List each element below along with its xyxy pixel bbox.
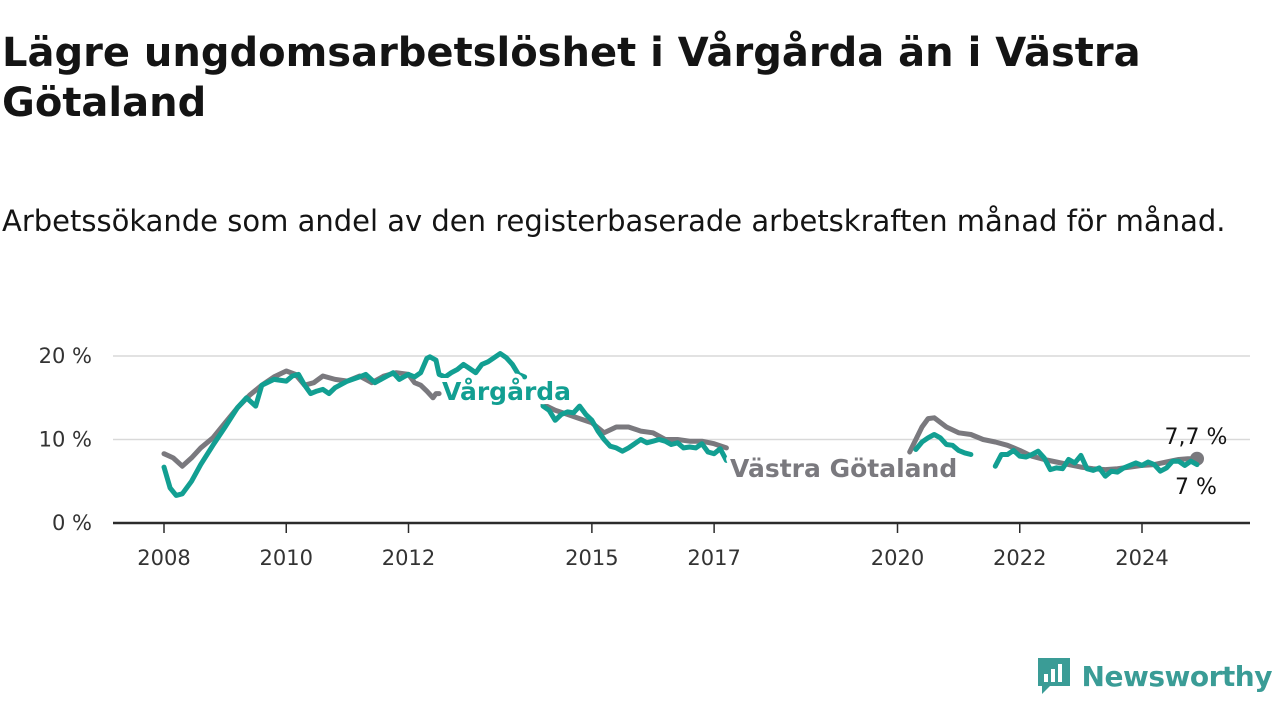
end-value-label-vastra-gotaland: 7,7 % <box>1165 425 1228 450</box>
x-tick-label-2017: 2017 <box>687 546 740 570</box>
x-tick-label-2010: 2010 <box>260 546 313 570</box>
brand-name: Newsworthy <box>1081 659 1273 693</box>
x-tick-label-2015: 2015 <box>565 546 618 570</box>
series-label-vastra-gotaland: Västra Götaland <box>730 454 957 483</box>
end-value-label-vargarda: 7 % <box>1175 475 1217 500</box>
y-tick-label-10: 10 % <box>39 428 92 452</box>
axes: 0 % 10 % 20 % 2008 2010 2012 2015 2017 2020 2022 2… <box>39 344 1250 570</box>
x-tick-label-2020: 2020 <box>871 546 924 570</box>
series-lines <box>161 351 1205 498</box>
x-tick-label-2022: 2022 <box>993 546 1046 570</box>
series-line-vårgårda-0 <box>161 351 528 498</box>
x-tick-label-2024: 2024 <box>1115 546 1168 570</box>
chart-subtitle: Arbetssökande som andel av den registerb… <box>2 204 1226 238</box>
series-label-vargarda: Vårgårda <box>442 377 571 406</box>
series-line-västra-götaland-0 <box>161 368 442 469</box>
y-tick-label-0: 0 % <box>52 511 92 535</box>
newsworthy-brand: Newsworthy <box>1036 656 1273 696</box>
series-labels: Västra Götaland Vårgårda 7,7 % 7 % <box>438 373 1228 500</box>
newsworthy-logo-icon <box>1037 658 1070 694</box>
series-line-västra-götaland-1 <box>540 401 729 451</box>
y-tick-label-20: 20 % <box>39 344 92 368</box>
x-tick-label-2012: 2012 <box>382 546 435 570</box>
x-tick-label-2008: 2008 <box>137 546 190 570</box>
series-line-vårgårda-3 <box>992 447 1200 479</box>
chart-title: Lägre ungdomsarbetslöshet i Vårgårda än … <box>2 30 1141 126</box>
series-line-vårgårda-2 <box>913 432 974 457</box>
grid-lines <box>113 355 1250 441</box>
series-line-vårgårda-1 <box>540 403 735 463</box>
